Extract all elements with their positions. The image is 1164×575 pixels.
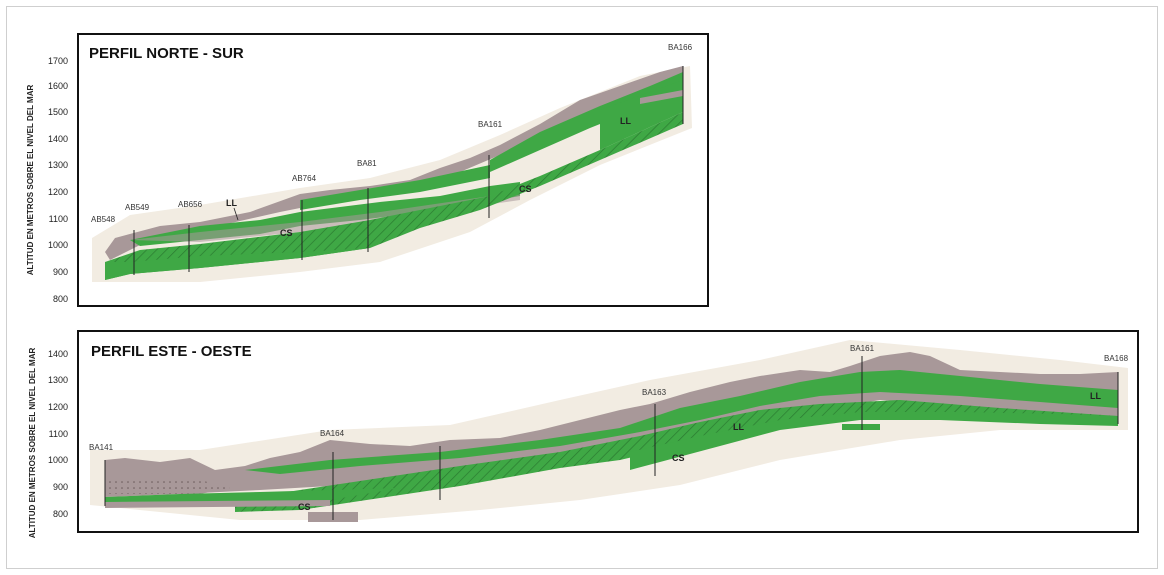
unit-label: CS <box>298 502 311 512</box>
ll-upper-band <box>245 370 1118 474</box>
borehole-label: AB764 <box>292 174 317 183</box>
hatched-aquifer <box>235 400 1118 512</box>
borehole-labels: BA141 BA164 BA163 BA161 BA168 <box>89 344 1129 452</box>
borehole-label: BA81 <box>357 159 377 168</box>
borehole-label: AB548 <box>91 215 116 224</box>
panel-norte-sur: PERFIL NORTE - SUR ALTITUD EN METROS SOB… <box>26 33 709 307</box>
y-axis-label: ALTITUD EN METROS SOBRE EL NIVEL DEL MAR <box>28 348 37 539</box>
y-tick: 1000 <box>48 240 68 250</box>
unit-label: CS <box>519 184 532 194</box>
y-tick: 1600 <box>48 81 68 91</box>
y-tick: 1200 <box>48 402 68 412</box>
y-tick: 900 <box>53 267 68 277</box>
y-tick: 1700 <box>48 56 68 66</box>
panel-title: PERFIL ESTE - OESTE <box>91 343 252 360</box>
unit-label: LL <box>733 422 744 432</box>
borehole-label: BA161 <box>478 120 503 129</box>
unit-labels: CS CS LL LL <box>298 391 1101 512</box>
unit-label: LL <box>620 116 631 126</box>
borehole-label: BA163 <box>642 388 667 397</box>
y-tick: 1000 <box>48 455 68 465</box>
borehole-label: BA141 <box>89 443 114 452</box>
y-ticks: 1400 1300 1200 1100 1000 900 800 <box>48 349 68 519</box>
borehole-label: AB656 <box>178 200 203 209</box>
panel-este-oeste: PERFIL ESTE - OESTE ALTITUD EN METROS SO… <box>28 330 1139 539</box>
cover-layer <box>105 66 683 260</box>
borehole-label: BA161 <box>850 344 875 353</box>
borehole-label: BA164 <box>320 429 345 438</box>
figure-frame <box>6 6 1158 569</box>
borehole-label: BA166 <box>668 43 693 52</box>
y-tick: 1200 <box>48 187 68 197</box>
upper-band-mid <box>300 165 490 210</box>
y-tick: 800 <box>53 509 68 519</box>
unit-label: CS <box>280 228 293 238</box>
y-tick: 1100 <box>49 214 68 224</box>
y-tick: 1300 <box>48 160 68 170</box>
unit-label: CS <box>672 453 685 463</box>
borehole-lines <box>133 66 684 275</box>
y-tick: 1400 <box>48 134 68 144</box>
cs-lower-band <box>630 412 1118 470</box>
unit-label: LL <box>226 198 237 208</box>
borehole-lines <box>104 356 1119 520</box>
panel-title: PERFIL NORTE - SUR <box>89 45 244 62</box>
y-tick: 1100 <box>49 429 68 439</box>
borehole-label: AB549 <box>125 203 150 212</box>
y-tick: 1300 <box>48 375 68 385</box>
y-tick: 800 <box>53 294 68 304</box>
unit-labels: LL CS CS LL <box>226 116 631 238</box>
y-axis-label: ALTITUD EN METROS SOBRE EL NIVEL DEL MAR <box>26 85 35 276</box>
borehole-label: BA168 <box>1104 354 1129 363</box>
unit-label: LL <box>1090 391 1101 401</box>
y-tick: 1400 <box>48 349 68 359</box>
y-ticks: 1700 1600 1500 1400 1300 1200 1100 1000 … <box>48 56 68 304</box>
y-tick: 1500 <box>48 107 68 117</box>
ll-upper-band <box>490 72 683 172</box>
borehole-labels: AB548 AB549 AB656 AB764 BA81 BA161 BA166 <box>91 43 693 224</box>
y-tick: 900 <box>53 482 68 492</box>
